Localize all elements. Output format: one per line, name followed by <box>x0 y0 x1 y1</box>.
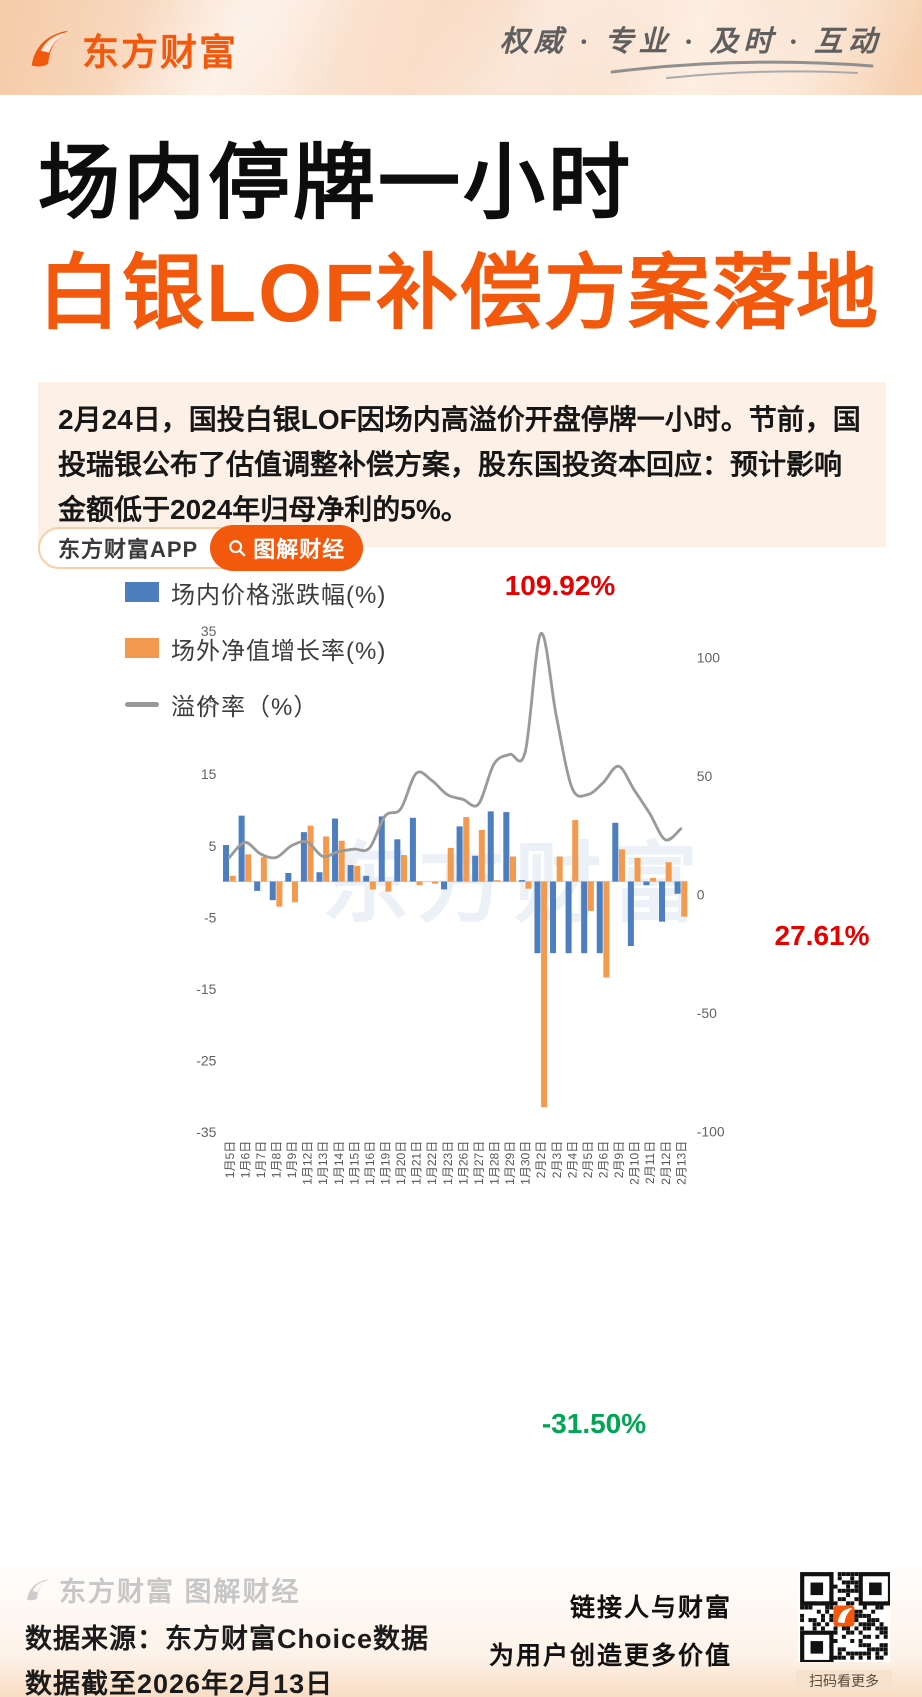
qr-code <box>798 1570 893 1665</box>
svg-text:2月11日: 2月11日 <box>643 1141 657 1184</box>
svg-text:2月13日: 2月13日 <box>674 1141 688 1185</box>
eastmoney-logo-icon <box>31 30 69 67</box>
svg-text:1月19日: 1月19日 <box>379 1141 393 1185</box>
header-slogan: 权威 · 专业 · 及时 · 互动 <box>499 26 882 58</box>
footer-watermark-label: 东方财富 图解财经 <box>59 1577 301 1607</box>
svg-text:35: 35 <box>201 623 217 639</box>
legend-swatch-orange <box>125 638 159 658</box>
legend-item-premium-rate: 溢价率（%） <box>125 692 386 721</box>
svg-text:-5: -5 <box>204 909 217 925</box>
svg-text:0: 0 <box>697 886 705 902</box>
annotation-latest-premium: 27.61% <box>774 920 870 951</box>
svg-text:-25: -25 <box>196 1053 216 1069</box>
svg-text:15: 15 <box>201 766 217 782</box>
app-badge[interactable]: 东方财富APP 图解财经 <box>38 525 364 571</box>
data-cutoff-line: 数据截至2026年2月13日 <box>25 1669 334 1697</box>
svg-text:2月12日: 2月12日 <box>659 1141 673 1185</box>
intro-paragraph: 2月24日，国投白银LOF因场内高溢价开盘停牌一小时。节前，国投瑞银公布了估值调… <box>38 382 886 547</box>
page-title-line1: 场内停牌一小时 <box>38 138 634 229</box>
svg-text:1月8日: 1月8日 <box>270 1141 284 1178</box>
svg-text:100: 100 <box>697 649 721 665</box>
topic-tag-button[interactable]: 图解财经 <box>210 525 364 571</box>
footer-logo-icon <box>27 1578 49 1600</box>
footer-slogan-line1: 链接人与财富 <box>569 1594 732 1622</box>
svg-text:1月14日: 1月14日 <box>332 1141 346 1185</box>
svg-text:1月22日: 1月22日 <box>425 1141 439 1185</box>
svg-text:1月30日: 1月30日 <box>519 1141 533 1185</box>
svg-text:5: 5 <box>209 838 217 854</box>
legend-item-price-change: 场内价格涨跌幅(%) <box>125 580 386 609</box>
svg-text:2月4日: 2月4日 <box>565 1141 579 1178</box>
svg-text:1月7日: 1月7日 <box>254 1141 268 1178</box>
svg-text:1月15日: 1月15日 <box>347 1141 361 1185</box>
svg-text:1月6日: 1月6日 <box>238 1141 252 1178</box>
svg-text:1月28日: 1月28日 <box>488 1141 502 1185</box>
svg-text:1月23日: 1月23日 <box>441 1141 455 1185</box>
slogan-swoosh-icon <box>610 60 874 79</box>
qr-caption: 扫码看更多 <box>796 1670 892 1692</box>
legend-label: 场内价格涨跌幅(%) <box>171 581 387 609</box>
footer-slogan: 链接人与财富 为用户创造更多价值 <box>489 1588 732 1672</box>
svg-text:1月29日: 1月29日 <box>503 1141 517 1185</box>
svg-text:1月5日: 1月5日 <box>223 1141 237 1178</box>
svg-text:1月20日: 1月20日 <box>394 1141 408 1185</box>
svg-text:25: 25 <box>201 695 217 711</box>
legend-swatch-line <box>125 701 159 707</box>
svg-text:1月9日: 1月9日 <box>285 1141 299 1178</box>
page-title-line2: 白银LOF补偿方案落地 <box>38 248 880 339</box>
svg-text:2月3日: 2月3日 <box>550 1141 564 1178</box>
svg-text:50: 50 <box>697 768 713 784</box>
annotation-peak-premium: 109.92% <box>504 570 616 601</box>
legend-label: 溢价率（%） <box>171 693 319 721</box>
data-source-line: 数据来源：东方财富Choice数据 <box>25 1624 430 1654</box>
chart-legend: 场内价格涨跌幅(%) 场外净值增长率(%) 溢价率（%） <box>125 580 386 748</box>
svg-text:2月2日: 2月2日 <box>534 1141 548 1178</box>
legend-item-nav-growth: 场外净值增长率(%) <box>125 636 386 665</box>
svg-text:-50: -50 <box>697 1005 717 1021</box>
svg-text:1月26日: 1月26日 <box>456 1141 470 1185</box>
footer-slogan-line2: 为用户创造更多价值 <box>488 1642 732 1670</box>
svg-text:2月10日: 2月10日 <box>628 1141 642 1185</box>
footer: 东方财富 图解财经 数据来源：东方财富Choice数据 数据截至2026年2月1… <box>0 1560 922 1697</box>
svg-text:1月27日: 1月27日 <box>472 1141 486 1185</box>
eastmoney-logo: 东方财富 <box>28 22 238 76</box>
header-banner: 东方财富 权威 · 专业 · 及时 · 互动 <box>0 0 922 95</box>
app-badge-label: 东方财富APP <box>58 537 199 562</box>
legend-swatch-blue <box>125 582 159 602</box>
search-icon <box>229 540 246 557</box>
svg-text:1月16日: 1月16日 <box>363 1141 377 1185</box>
qr-block: 扫码看更多 <box>796 1570 893 1692</box>
logo-text: 东方财富 <box>82 32 238 73</box>
footer-watermark: 东方财富 图解财经 <box>25 1570 429 1609</box>
svg-text:-35: -35 <box>196 1124 216 1140</box>
svg-text:2月6日: 2月6日 <box>597 1141 611 1178</box>
annotation-min-nav: -31.50% <box>541 1408 647 1439</box>
topic-tag-label: 图解财经 <box>253 537 346 562</box>
svg-text:-15: -15 <box>196 981 216 997</box>
svg-text:2月5日: 2月5日 <box>581 1141 595 1178</box>
svg-text:2月9日: 2月9日 <box>612 1141 626 1178</box>
svg-text:-100: -100 <box>697 1123 725 1139</box>
svg-text:1月21日: 1月21日 <box>410 1141 424 1185</box>
svg-text:1月13日: 1月13日 <box>316 1141 330 1185</box>
legend-label: 场外净值增长率(%) <box>171 637 387 665</box>
footer-left: 东方财富 图解财经 数据来源：东方财富Choice数据 数据截至2026年2月1… <box>25 1570 429 1697</box>
svg-text:1月12日: 1月12日 <box>301 1141 315 1185</box>
